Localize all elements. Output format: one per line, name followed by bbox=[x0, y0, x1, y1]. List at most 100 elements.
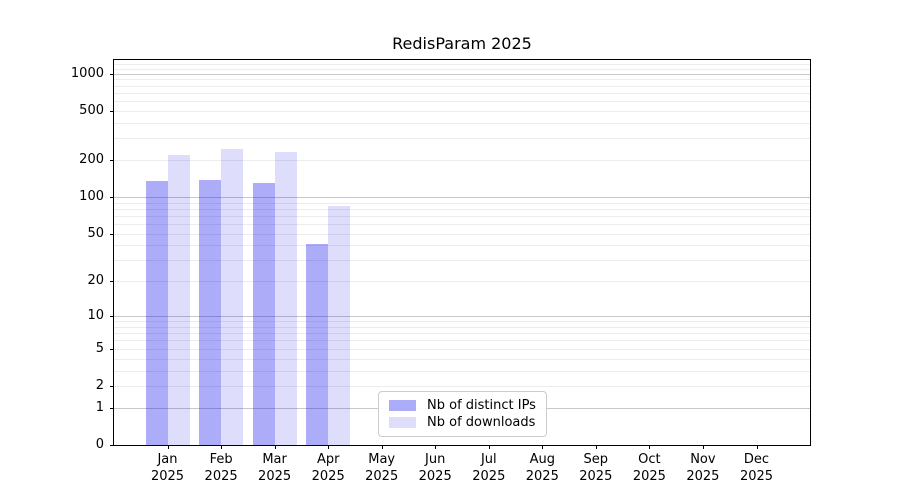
legend-item-downloads: Nb of downloads bbox=[387, 414, 540, 431]
gridline-minor bbox=[114, 68, 810, 70]
y-tick-label: 50 bbox=[87, 225, 104, 241]
y-tick bbox=[110, 281, 114, 283]
y-tick bbox=[110, 73, 114, 75]
y-tick bbox=[110, 197, 114, 198]
x-tick-label-dec: Dec 2025 bbox=[725, 451, 789, 485]
x-tick bbox=[381, 445, 383, 449]
bar-distinct-ips-feb bbox=[199, 180, 222, 445]
y-tick-label: 1 bbox=[95, 399, 104, 415]
x-tick-label-mar: Mar 2025 bbox=[243, 451, 307, 485]
x-tick-label-line: 2025 bbox=[739, 469, 774, 484]
legend-label-distinct-ips: Nb of distinct IPs bbox=[427, 398, 536, 413]
x-tick bbox=[274, 445, 276, 449]
x-tick-label-line: 2025 bbox=[579, 469, 613, 484]
x-tick bbox=[649, 445, 651, 449]
gridline-minor bbox=[114, 358, 810, 360]
y-tick bbox=[110, 233, 114, 235]
legend-label-downloads: Nb of downloads bbox=[427, 415, 536, 430]
y-tick-label: 100 bbox=[79, 189, 104, 204]
y-tick bbox=[110, 110, 114, 112]
x-tick-label-line: 2025 bbox=[418, 469, 452, 484]
gridline-minor bbox=[114, 202, 810, 204]
x-tick bbox=[167, 445, 169, 449]
y-tick-label: 1000 bbox=[70, 65, 104, 81]
bar-distinct-ips-apr bbox=[306, 244, 329, 445]
legend-item-distinct-ips: Nb of distinct IPs bbox=[387, 397, 540, 414]
y-tick bbox=[110, 445, 114, 446]
gridline-minor bbox=[114, 122, 810, 124]
x-tick-label-line: Nov bbox=[690, 452, 716, 467]
x-tick bbox=[595, 445, 597, 449]
x-tick-label-line: Aug bbox=[529, 452, 555, 467]
gridline-minor bbox=[114, 386, 810, 387]
gridline-minor bbox=[114, 326, 810, 328]
x-tick-label-line: Jan bbox=[157, 452, 178, 467]
x-tick-label-line: Apr bbox=[316, 452, 340, 467]
gridline-minor bbox=[114, 370, 810, 372]
chart-title: RedisParam 2025 bbox=[392, 34, 532, 53]
gridline-major bbox=[114, 197, 810, 198]
y-tick-label: 5 bbox=[95, 340, 104, 356]
x-tick-label-jun: Jun 2025 bbox=[403, 451, 467, 485]
x-tick-label-line: 2025 bbox=[686, 469, 720, 484]
x-tick-label-nov: Nov 2025 bbox=[671, 451, 735, 485]
x-tick-label-jul: Jul 2025 bbox=[457, 451, 521, 485]
x-tick-label-line: 2025 bbox=[258, 469, 292, 484]
gridline-minor bbox=[114, 224, 810, 226]
legend: Nb of distinct IPs Nb of downloads bbox=[378, 391, 547, 437]
y-tick-label: 10 bbox=[87, 308, 104, 324]
x-tick-label-may: May 2025 bbox=[350, 451, 414, 485]
x-tick bbox=[435, 445, 437, 449]
x-tick-label-line: 2025 bbox=[472, 469, 506, 484]
x-tick bbox=[221, 445, 223, 449]
gridline-major bbox=[114, 316, 810, 318]
x-tick-label-oct: Oct 2025 bbox=[617, 451, 681, 485]
x-tick-label-line: 2025 bbox=[150, 469, 185, 484]
gridline-minor bbox=[114, 260, 810, 262]
bar-downloads-mar bbox=[274, 152, 297, 445]
gridline-minor bbox=[114, 233, 810, 235]
x-tick-label-line: 2025 bbox=[525, 469, 559, 484]
x-tick-label-feb: Feb 2025 bbox=[189, 451, 253, 485]
x-tick-label-line: 2025 bbox=[632, 469, 666, 484]
x-tick bbox=[702, 445, 704, 449]
x-tick-label-line: Sep bbox=[583, 452, 609, 467]
y-tick bbox=[110, 316, 114, 318]
x-tick-label-jan: Jan 2025 bbox=[136, 451, 200, 485]
bar-downloads-apr bbox=[328, 205, 351, 445]
x-tick-label-line: Dec bbox=[743, 452, 770, 467]
x-tick-label-line: Oct bbox=[638, 452, 661, 467]
gridline-minor bbox=[114, 215, 810, 217]
x-tick-label-line: Mar bbox=[262, 452, 287, 467]
gridline-minor bbox=[114, 101, 810, 103]
y-tick bbox=[110, 407, 114, 409]
x-tick-label-line: Jul bbox=[480, 452, 497, 467]
y-tick bbox=[110, 160, 114, 161]
gridline-minor bbox=[114, 208, 810, 210]
x-tick-label-line: Feb bbox=[209, 452, 233, 467]
y-tick-label: 2 bbox=[95, 378, 104, 393]
y-tick bbox=[110, 348, 114, 350]
gridline-minor bbox=[114, 281, 810, 283]
y-tick-label: 20 bbox=[87, 273, 104, 289]
gridline-minor bbox=[114, 79, 810, 81]
gridline-minor bbox=[114, 138, 810, 140]
x-tick bbox=[488, 445, 490, 449]
gridline-minor bbox=[114, 321, 810, 323]
x-tick-label-aug: Aug 2025 bbox=[510, 451, 574, 485]
x-tick-label-line: Jun bbox=[425, 452, 446, 467]
x-tick-label-apr: Apr 2025 bbox=[296, 451, 360, 485]
bar-downloads-jan bbox=[167, 155, 190, 445]
x-tick-label-line: 2025 bbox=[365, 469, 399, 484]
y-tick-label: 200 bbox=[79, 152, 104, 167]
x-tick-label-line: 2025 bbox=[311, 469, 345, 484]
x-tick bbox=[542, 445, 544, 449]
legend-swatch-downloads bbox=[389, 417, 416, 428]
x-tick bbox=[756, 445, 758, 449]
bar-distinct-ips-jan bbox=[145, 181, 168, 445]
gridline-minor bbox=[114, 110, 810, 112]
x-tick-label-line: May bbox=[368, 452, 396, 467]
gridline-minor bbox=[114, 245, 810, 247]
gridline-minor bbox=[114, 333, 810, 335]
